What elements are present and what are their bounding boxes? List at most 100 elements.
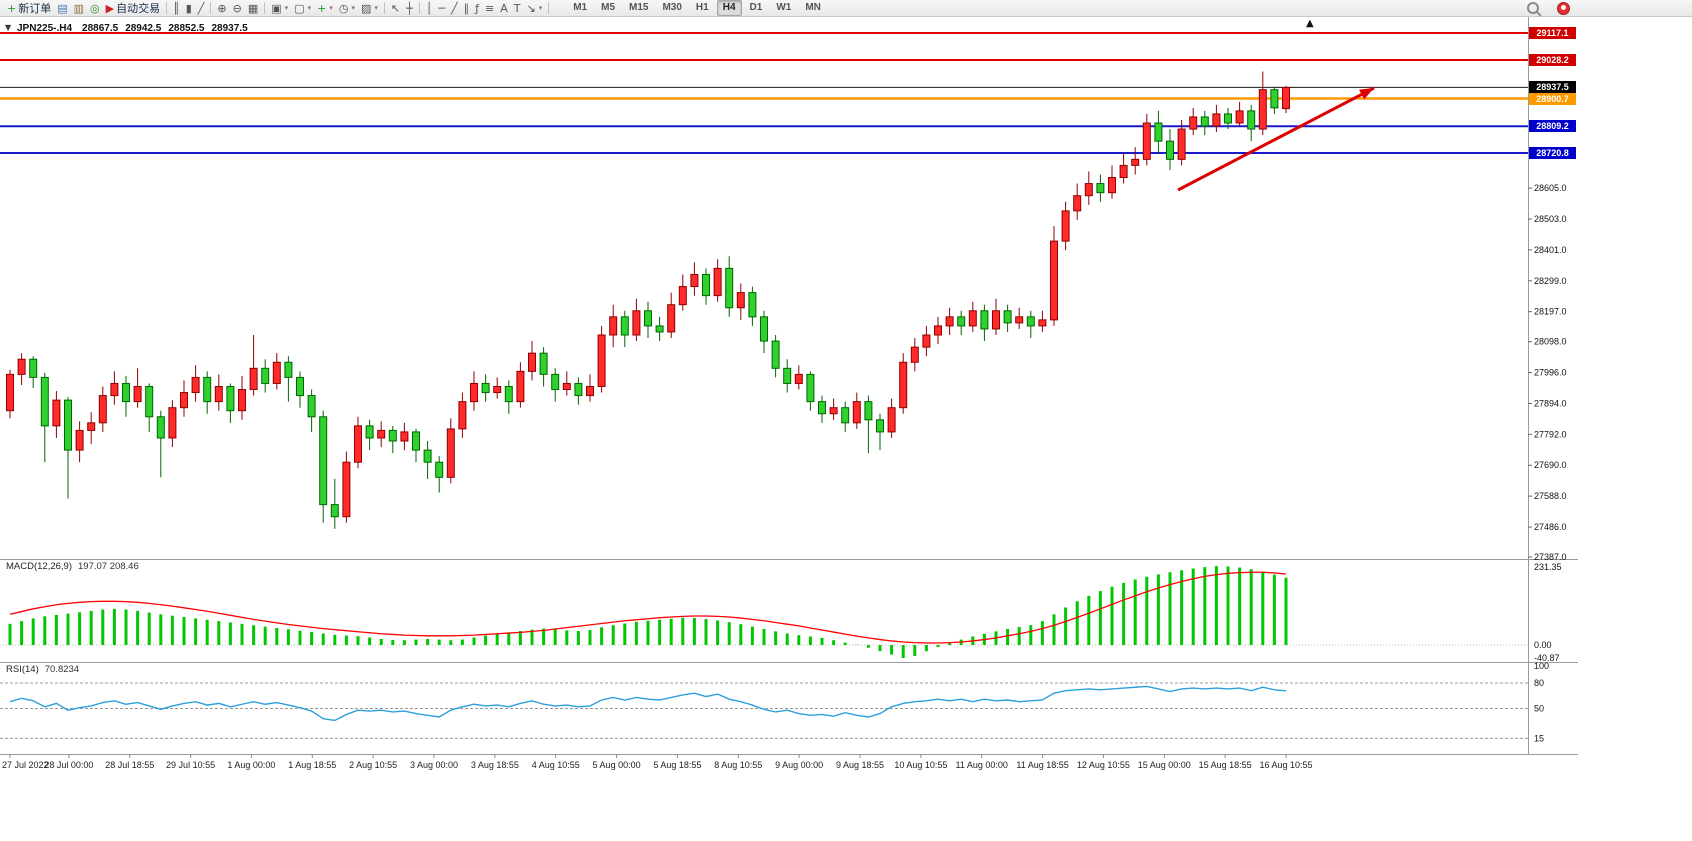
candle-body: [249, 367, 258, 391]
candle-body: [516, 370, 525, 403]
candle-body: [296, 376, 304, 397]
templates-icon[interactable]: ▨ ▾: [358, 1, 381, 16]
candle-body: [1177, 128, 1186, 160]
equidistant-channel-icon[interactable]: ∥: [461, 1, 473, 16]
candle-body: [145, 385, 154, 418]
one-click-trading-expander[interactable]: ▼: [5, 23, 12, 32]
candle-body: [783, 367, 792, 384]
indicators-icon[interactable]: + ▾: [314, 1, 336, 16]
candle-body: [400, 431, 409, 442]
market-watch-icon[interactable]: ▤: [54, 1, 70, 16]
candle-body: [365, 425, 374, 439]
bar-chart-icon[interactable]: ║: [170, 1, 183, 16]
arrows-tool-icon[interactable]: ↘ ▾: [523, 1, 545, 16]
timeframe-d1[interactable]: D1: [749, 2, 763, 13]
rsi-scale-label: 80: [1534, 678, 1544, 688]
toolbar-separator: [418, 2, 420, 14]
candle-body: [1061, 210, 1070, 242]
trendline-icon[interactable]: ╱: [448, 1, 461, 16]
rsi-line: [9, 685, 1287, 722]
zoom-in-icon[interactable]: ⊕: [214, 1, 229, 16]
candle-body: [597, 334, 606, 387]
trend-arrow[interactable]: [1177, 86, 1375, 192]
navigator-icon[interactable]: ◎: [87, 1, 103, 16]
candle-body: [354, 425, 362, 463]
candle-body: [52, 399, 61, 427]
candle-body: [64, 399, 72, 451]
new-order-button[interactable]: + 新订单: [4, 1, 54, 16]
macd-scale-zero: 0.00: [1534, 640, 1552, 650]
profiles-icon[interactable]: ▢ ▾: [291, 1, 314, 16]
market-watch-icon: ▤: [57, 1, 68, 15]
candle-body: [1015, 316, 1024, 324]
candle-body: [818, 401, 826, 415]
candle-body: [899, 361, 908, 409]
periods-icon[interactable]: ◷ ▾: [336, 1, 358, 16]
candle-body: [1084, 183, 1093, 197]
candle-body: [122, 382, 130, 403]
timeframe-w1[interactable]: W1: [776, 2, 792, 13]
data-window-icon: ▥: [73, 1, 85, 15]
timeframe-m1[interactable]: M1: [573, 2, 588, 13]
macd-signal-line: [9, 571, 1287, 644]
text-icon[interactable]: A: [497, 1, 511, 16]
timeframe-h1[interactable]: H1: [695, 2, 709, 13]
toolbar-separator: [264, 2, 266, 14]
candle-body: [1119, 164, 1128, 179]
notifications-icon[interactable]: [1557, 1, 1570, 15]
bar-chart-icon: ║: [173, 1, 180, 15]
date-label: 5 Aug 18:55: [653, 760, 701, 770]
candle-body: [551, 373, 560, 391]
new-chart-icon: ▣: [271, 1, 282, 15]
candlestick-chart-icon[interactable]: ▮: [183, 1, 195, 16]
search-icon[interactable]: [1527, 2, 1539, 14]
timeframe-m5[interactable]: M5: [601, 2, 616, 13]
trendline-icon: ╱: [450, 1, 458, 15]
price-badge: 28809.2: [1529, 120, 1576, 133]
profiles-icon: ▢: [294, 1, 305, 15]
data-window-icon[interactable]: ▥: [71, 1, 87, 16]
vertical-line-icon[interactable]: │: [423, 1, 436, 16]
cursor-icon[interactable]: ↖: [388, 1, 403, 16]
candle-body: [504, 385, 513, 403]
chevron-down-icon: ▾: [307, 4, 312, 12]
trend-arrow-head: [1359, 88, 1374, 100]
candle-body: [191, 376, 200, 394]
line-chart-icon[interactable]: ╱: [195, 1, 208, 16]
price-badge: 29117.1: [1529, 27, 1576, 40]
candle-body: [377, 429, 386, 439]
timeframe-h4[interactable]: H4: [716, 0, 742, 16]
shapes-icon[interactable]: ≡: [482, 1, 497, 16]
macd-histogram: [8, 566, 1288, 659]
candle-body: [945, 316, 954, 327]
date-label: 11 Aug 00:00: [956, 760, 1008, 770]
candle-body: [736, 292, 745, 309]
candle-body: [876, 419, 884, 433]
new-chart-icon[interactable]: ▣ ▾: [268, 1, 291, 16]
chevron-down-icon: ▾: [374, 4, 378, 12]
zoom-out-icon[interactable]: ⊖: [230, 1, 245, 16]
candle-body: [412, 431, 420, 451]
candle-body: [887, 407, 896, 433]
fibonacci-icon[interactable]: ƒ: [472, 1, 482, 16]
candle-body: [829, 407, 838, 415]
crosshair-icon[interactable]: ┼: [403, 1, 416, 16]
candle-body: [226, 385, 235, 412]
text-label-icon[interactable]: T: [511, 1, 524, 16]
price-tick-label: 28098.0: [1534, 337, 1567, 347]
timeframe-m15[interactable]: M15: [629, 2, 649, 13]
date-label: 1 Aug 00:00: [227, 760, 275, 770]
timeframe-mn[interactable]: MN: [805, 2, 821, 13]
chart-shift-marker-icon[interactable]: ▲: [1306, 18, 1314, 29]
tile-windows-icon[interactable]: ▦: [245, 1, 261, 16]
date-label: 2 Aug 10:55: [349, 760, 397, 770]
candle-body: [586, 385, 594, 397]
candle-body: [1038, 319, 1047, 327]
timeframe-m30[interactable]: M30: [662, 2, 682, 13]
horizontal-line-icon[interactable]: ─: [435, 1, 448, 16]
price-badge: 28937.5: [1529, 81, 1576, 94]
autotrading-button[interactable]: ▶ 自动交易: [103, 1, 163, 16]
candle-body: [1200, 116, 1209, 127]
candle-body: [435, 461, 444, 478]
